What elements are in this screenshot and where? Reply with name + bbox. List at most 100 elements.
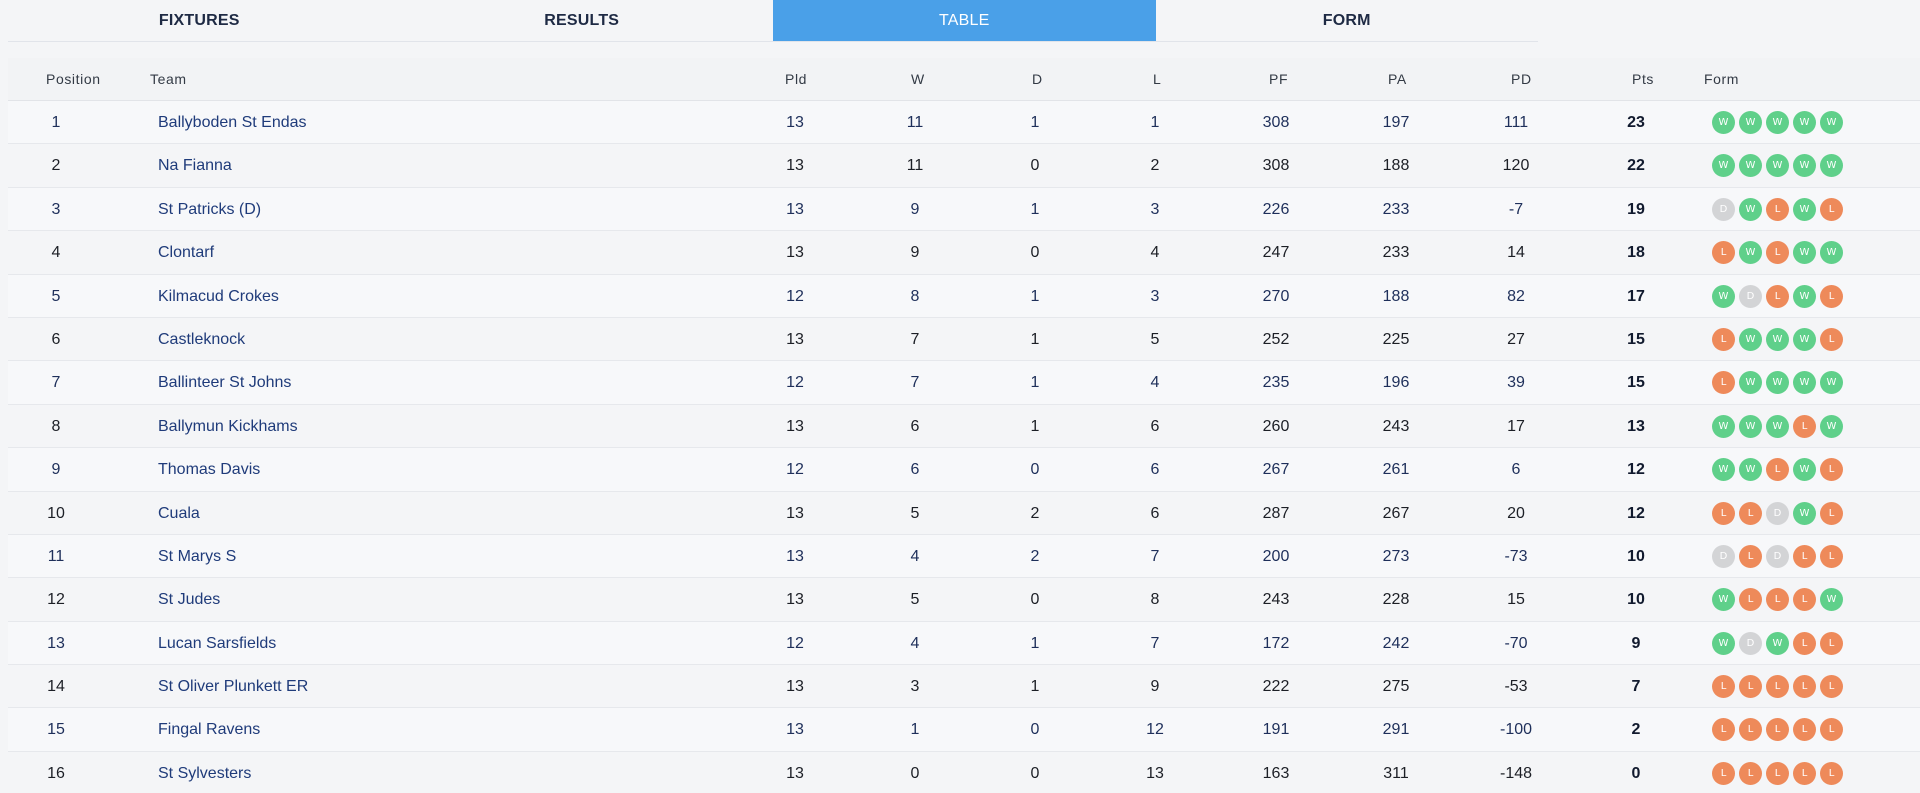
tab-table[interactable]: TABLE [773, 0, 1156, 41]
table-row[interactable]: 15 Fingal Ravens 13 1 0 12 191 291 -100 2 L L L L L [8, 708, 1920, 752]
table-row[interactable]: 5 Kilmacud Crokes 12 8 1 3 270 188 82 17 W D L W L [8, 274, 1920, 318]
cell-position: 2 [51, 157, 61, 175]
cell-pa: 188 [1382, 287, 1410, 305]
cell-team[interactable]: Kilmacud Crokes [158, 287, 279, 305]
header-pts[interactable]: Pts [1632, 71, 1655, 87]
cell-pa: 261 [1382, 461, 1410, 479]
form-win-badge: W [1712, 111, 1735, 134]
cell-position: 15 [47, 721, 65, 739]
cell-team[interactable]: Cuala [158, 504, 200, 522]
cell-pf: 308 [1262, 157, 1290, 175]
form-loss-badge: L [1712, 241, 1735, 265]
cell-team[interactable]: Castleknock [158, 330, 246, 348]
table-body: 1 Ballyboden St Endas 13 11 1 1 308 197 111 23 W W W… [8, 101, 1920, 793]
cell-team[interactable]: Ballinteer St Johns [158, 374, 292, 392]
form-win-badge: W [1712, 458, 1735, 482]
header-position[interactable]: Position [46, 71, 101, 87]
cell-pd: 111 [1503, 114, 1529, 131]
form-loss-badge: L [1739, 675, 1762, 699]
table-row[interactable]: 8 Ballymun Kickhams 13 6 1 6 260 243 17 13 W W W L W [8, 404, 1920, 449]
cell-w: 9 [910, 244, 920, 262]
cell-pts: 12 [1627, 504, 1645, 522]
form-win-badge: W [1820, 241, 1843, 265]
form-win-badge: W [1793, 284, 1816, 308]
cell-pd: -73 [1504, 547, 1528, 565]
table-row[interactable]: 7 Ballinteer St Johns 12 7 1 4 235 196 39 15 L W W W W [8, 361, 1920, 405]
form-loss-badge: L [1793, 631, 1816, 655]
cell-w: 8 [910, 287, 920, 305]
form-win-badge: W [1766, 371, 1789, 395]
cell-pld: 13 [786, 417, 804, 435]
cell-position: 3 [51, 200, 61, 218]
cell-pd: -53 [1504, 678, 1528, 696]
header-l[interactable]: L [1153, 71, 1162, 87]
table-row[interactable]: 1 Ballyboden St Endas 13 11 1 1 308 197 111 23 W W W… [8, 101, 1920, 145]
header-pd[interactable]: PD [1511, 71, 1532, 87]
cell-team[interactable]: St Sylvesters [158, 764, 252, 782]
form-loss-badge: L [1712, 327, 1735, 351]
tab-fixtures[interactable]: FIXTURES [158, 11, 240, 29]
cell-d: 1 [1030, 374, 1040, 392]
cell-pts: 22 [1627, 157, 1645, 175]
cell-pf: 200 [1262, 547, 1290, 565]
cell-pf: 222 [1262, 678, 1290, 696]
cell-w: 9 [910, 200, 920, 218]
cell-team[interactable]: St Judes [158, 591, 221, 609]
cell-team[interactable]: Lucan Sarsfields [158, 634, 277, 652]
cell-pd: 27 [1507, 330, 1525, 348]
form-win-badge: W [1739, 414, 1762, 438]
cell-l: 3 [1150, 287, 1160, 305]
cell-d: 2 [1030, 547, 1040, 565]
form-loss-badge: L [1712, 501, 1735, 525]
cell-pd: 17 [1507, 417, 1525, 435]
cell-l: 13 [1146, 764, 1164, 782]
table-row[interactable]: 4 Clontarf 13 9 0 4 247 233 14 18 L W L W W [8, 231, 1920, 275]
cell-team[interactable]: St Oliver Plunkett ER [158, 678, 309, 696]
cell-pa: 275 [1382, 678, 1410, 696]
form-loss-badge: L [1820, 761, 1843, 785]
cell-team[interactable]: St Patricks (D) [158, 200, 262, 218]
cell-team[interactable]: Clontarf [158, 244, 215, 262]
cell-l: 12 [1146, 721, 1164, 739]
cell-pa: 267 [1382, 504, 1410, 522]
table-row[interactable]: 11 St Marys S 13 4 2 7 200 273 -73 10 D L D L L [8, 534, 1920, 579]
cell-team[interactable]: Fingal Ravens [158, 721, 261, 739]
table-row[interactable]: 10 Cuala 13 5 2 6 287 267 20 12 L L D W L [8, 491, 1920, 535]
header-pf[interactable]: PF [1269, 71, 1289, 87]
cell-pld: 13 [786, 721, 804, 739]
table-row[interactable]: 3 St Patricks (D) 13 9 1 3 226 233 -7 19 D W L W L [8, 187, 1920, 232]
form-draw-badge: D [1766, 544, 1789, 568]
header-pld[interactable]: Pld [785, 71, 808, 87]
form-loss-badge: L [1766, 675, 1789, 699]
table-row[interactable]: 13 Lucan Sarsfields 12 4 1 7 172 242 -70 9 W D W L L [8, 621, 1920, 666]
cell-team[interactable]: Na Fianna [158, 157, 232, 175]
cell-pa: 225 [1382, 330, 1410, 348]
header-d[interactable]: D [1032, 71, 1043, 87]
form-draw-badge: D [1766, 501, 1789, 525]
tab-form[interactable]: FORM [1322, 11, 1371, 29]
cell-d: 2 [1030, 504, 1040, 522]
header-w[interactable]: W [911, 71, 925, 87]
cell-w: 1 [910, 721, 920, 739]
table-row[interactable]: 2 Na Fianna 13 11 0 2 308 188 120 22 W W W W W [8, 144, 1920, 188]
cell-pf: 270 [1262, 287, 1290, 305]
cell-team[interactable]: Thomas Davis [158, 461, 261, 479]
header-pa[interactable]: PA [1388, 71, 1407, 87]
form-loss-badge: L [1820, 197, 1843, 221]
cell-team[interactable]: St Marys S [158, 547, 237, 565]
table-row[interactable]: 16 St Sylvesters 13 0 0 13 163 311 -148 0 L L L L L [8, 751, 1920, 793]
tab-results[interactable]: RESULTS [544, 11, 620, 29]
header-team[interactable]: Team [150, 71, 187, 87]
cell-team[interactable]: Ballyboden St Endas [158, 114, 307, 131]
cell-pts: 18 [1627, 244, 1645, 262]
table-row[interactable]: 14 St Oliver Plunkett ER 13 3 1 9 222 275 -53 7 L L… [8, 665, 1920, 709]
table-row[interactable]: 6 Castleknock 13 7 1 5 252 225 27 15 L W W W L [8, 317, 1920, 362]
cell-position: 9 [51, 461, 61, 479]
table-row[interactable]: 9 Thomas Davis 12 6 0 6 267 261 6 12 W W L W L [8, 448, 1920, 492]
form-win-badge: W [1739, 197, 1762, 221]
cell-team[interactable]: Ballymun Kickhams [158, 417, 298, 435]
table-row[interactable]: 12 St Judes 13 5 0 8 243 228 15 10 W L L L W [8, 578, 1920, 622]
